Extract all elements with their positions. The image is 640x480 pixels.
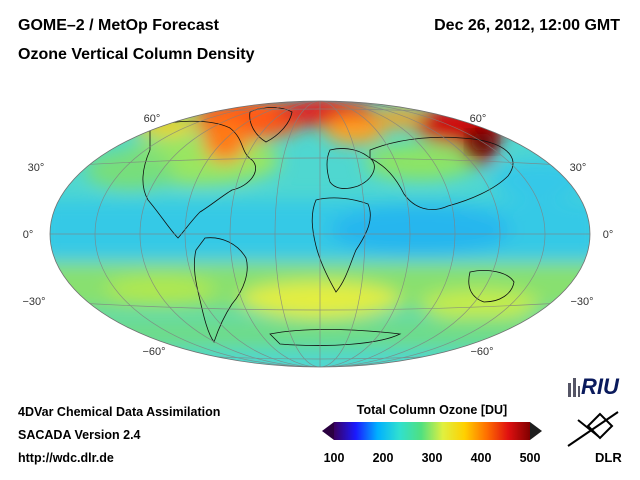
lat-label-left-30n: 30° [28, 162, 45, 174]
footer-line-2: SACADA Version 2.4 [18, 428, 141, 442]
colorbar [322, 422, 542, 440]
lat-label-left-60s: −60° [142, 346, 165, 358]
ozone-field [50, 101, 590, 367]
lat-label-left-30s: −30° [22, 296, 45, 308]
lat-label-right-0: 0° [603, 229, 614, 241]
colorbar-tick-500: 500 [519, 451, 541, 465]
lat-labels-right: 60° 30° 0° −30° −60° [470, 113, 614, 358]
lat-label-left-60n: 60° [144, 113, 161, 125]
lat-label-right-30s: −30° [570, 296, 593, 308]
riu-logo: RIU [581, 374, 619, 399]
title-left: GOME–2 / MetOp Forecast [18, 17, 219, 34]
lat-label-left-0: 0° [23, 229, 34, 241]
footer-line-3: http://wdc.dlr.de [18, 451, 114, 465]
colorbar-tick-200: 200 [372, 451, 394, 465]
riu-emblem-icon [568, 378, 580, 397]
lat-label-right-30n: 30° [570, 162, 587, 174]
graticule [50, 101, 590, 367]
lat-label-right-60n: 60° [470, 113, 487, 125]
colorbar-low-arrow [322, 422, 334, 440]
colorbar-tick-100: 100 [323, 451, 345, 465]
subtitle: Ozone Vertical Column Density [18, 46, 255, 63]
colorbar-tick-400: 400 [470, 451, 492, 465]
title-right: Dec 26, 2012, 12:00 GMT [434, 17, 620, 34]
colorbar-bar [334, 422, 530, 440]
colorbar-high-arrow [530, 422, 542, 440]
lat-label-right-60s: −60° [470, 346, 493, 358]
dlr-logo-text: DLR [595, 450, 622, 465]
lat-labels-left: 60° 30° 0° −30° −60° [22, 113, 165, 358]
colorbar-title: Total Column Ozone [DU] [356, 403, 508, 417]
footer-line-1: 4DVar Chemical Data Assimilation [18, 405, 221, 419]
dlr-logo-icon [567, 411, 619, 447]
colorbar-tick-300: 300 [421, 451, 443, 465]
map-border [49, 100, 591, 368]
